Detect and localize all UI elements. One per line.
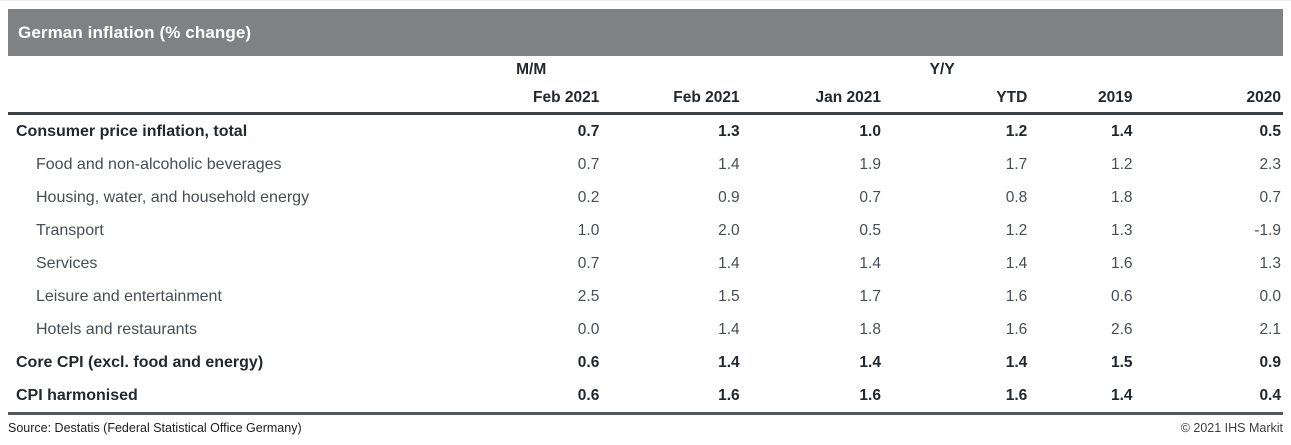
- cell-value: 1.6: [601, 379, 742, 415]
- table-header: M/M Y/Y Feb 2021 Feb 2021 Jan 2021 YTD 2…: [8, 56, 1283, 115]
- column-header: Feb 2021: [601, 84, 742, 115]
- column-header-spacer: [8, 84, 462, 115]
- table-row: Core CPI (excl. food and energy) 0.6 1.4 1.…: [8, 346, 1283, 379]
- cell-value: 0.7: [577, 122, 600, 140]
- table-row: Services 0.7 1.4 1.4 1.4 1.6 1.3: [8, 247, 1283, 280]
- group-header-row: M/M Y/Y: [8, 56, 1283, 84]
- row-label: Core CPI (excl. food and energy): [16, 353, 264, 371]
- cell-value: 1.4: [718, 254, 740, 272]
- cell-value: 1.3: [1259, 254, 1281, 272]
- row-label: CPI harmonised: [8, 379, 462, 415]
- cell-value: 1.5: [718, 287, 740, 305]
- cell-value: 2.5: [577, 287, 600, 305]
- group-header-spacer: [8, 56, 461, 84]
- row-label: Hotels and restaurants: [36, 320, 197, 338]
- table-row: CPI harmonised 0.6 1.6 1.6 1.6 1.4 0.4: [8, 379, 1283, 415]
- cell-value: -1.9: [1254, 221, 1281, 239]
- cell-value: 1.2: [1110, 155, 1133, 173]
- cell-value: 1.2: [1005, 122, 1028, 140]
- cell-value: 0.5: [1259, 122, 1281, 140]
- table-title-bar: German inflation (% change): [8, 9, 1283, 56]
- cell-value: 1.9: [859, 155, 881, 173]
- inflation-table-wrap: M/M Y/Y Feb 2021 Feb 2021 Jan 2021 YTD 2…: [8, 56, 1283, 415]
- cell-value: 1.0: [859, 122, 881, 140]
- cell-value: 1.4: [718, 155, 740, 173]
- source-note: Source: Destatis (Federal Statistical Of…: [8, 421, 302, 435]
- cell-value: 1.3: [1110, 221, 1133, 239]
- cell-value: 2.1: [1259, 320, 1281, 338]
- cell-value: 1.7: [859, 287, 881, 305]
- column-header: Jan 2021: [741, 84, 883, 115]
- cell-value: 1.6: [1005, 287, 1028, 305]
- cell-value: 0.6: [461, 379, 602, 415]
- cell-value: 0.6: [577, 353, 600, 371]
- row-label: Services: [36, 254, 98, 272]
- inflation-table: M/M Y/Y Feb 2021 Feb 2021 Jan 2021 YTD 2…: [8, 56, 1283, 415]
- row-label: Housing, water, and household energy: [36, 188, 310, 206]
- cell-value: 0.6: [1110, 287, 1133, 305]
- cell-value: 1.4: [1005, 254, 1028, 272]
- cell-value: 0.7: [859, 188, 881, 206]
- cell-value: 1.4: [1110, 122, 1133, 140]
- cell-value: 1.7: [1005, 155, 1028, 173]
- cell-value: 1.3: [718, 122, 740, 140]
- row-label: Leisure and entertainment: [36, 287, 222, 305]
- row-label: Food and non-alcoholic beverages: [36, 155, 282, 173]
- cell-value: 2.0: [718, 221, 740, 239]
- cell-value: 0.2: [577, 188, 600, 206]
- cell-value: 2.3: [1259, 155, 1281, 173]
- table-row: Housing, water, and household energy 0.2 0…: [8, 181, 1283, 214]
- cell-value: 0.5: [859, 221, 881, 239]
- cell-value: 0.0: [1259, 287, 1281, 305]
- cell-value: 1.6: [1005, 320, 1028, 338]
- cell-value: 0.9: [1259, 353, 1281, 371]
- column-header: YTD: [882, 84, 1030, 115]
- cell-value: 1.6: [882, 379, 1030, 415]
- cell-value: 1.6: [1110, 254, 1133, 272]
- row-label: Consumer price inflation, total: [16, 122, 248, 140]
- table-row: Hotels and restaurants 0.0 1.4 1.8 1.6 2.6 2.1: [8, 313, 1283, 346]
- cell-value: 1.4: [1029, 379, 1135, 415]
- cell-value: 0.8: [1005, 188, 1028, 206]
- column-header: Feb 2021: [461, 84, 602, 115]
- cell-value: 1.8: [859, 320, 881, 338]
- cell-value: 0.0: [577, 320, 600, 338]
- group-header-yy: Y/Y: [929, 61, 955, 78]
- cell-value: 2.6: [1110, 320, 1133, 338]
- column-header: 2019: [1029, 84, 1135, 115]
- cell-value: 1.5: [1110, 353, 1133, 371]
- table-footer: Source: Destatis (Federal Statistical Of…: [8, 421, 1283, 435]
- table-body: Consumer price inflation, total 0.7 1.3 1.0…: [8, 114, 1283, 415]
- cell-value: 1.0: [577, 221, 600, 239]
- cell-value: 1.4: [718, 320, 740, 338]
- table-row: Transport 1.0 2.0 0.5 1.2 1.3 -1.9: [8, 214, 1283, 247]
- cell-value: 0.9: [718, 188, 740, 206]
- cell-value: 1.4: [1005, 353, 1028, 371]
- cell-value: 1.4: [859, 254, 881, 272]
- cell-value: 0.7: [1259, 188, 1281, 206]
- cell-value: 1.6: [741, 379, 883, 415]
- copyright-note: © 2021 IHS Markit: [1180, 421, 1283, 435]
- cell-value: 0.7: [577, 254, 600, 272]
- cell-value: 1.8: [1110, 188, 1133, 206]
- page-title: German inflation (% change): [18, 22, 252, 42]
- cell-value: 1.4: [718, 353, 740, 371]
- cell-value: 1.4: [859, 353, 881, 371]
- cell-value: 1.2: [1005, 221, 1028, 239]
- column-header: 2020: [1134, 84, 1283, 115]
- column-header-row: Feb 2021 Feb 2021 Jan 2021 YTD 2019 2020: [8, 84, 1283, 115]
- table-row: Food and non-alcoholic beverages 0.7 1.4 1.…: [8, 148, 1283, 181]
- cell-value: 0.4: [1134, 379, 1283, 415]
- group-header-mm: M/M: [516, 61, 547, 78]
- table-row: Leisure and entertainment 2.5 1.5 1.7 1.6 0.6…: [8, 280, 1283, 313]
- row-label: Transport: [36, 221, 104, 239]
- cell-value: 0.7: [577, 155, 600, 173]
- table-row: Consumer price inflation, total 0.7 1.3 1.0…: [8, 114, 1283, 149]
